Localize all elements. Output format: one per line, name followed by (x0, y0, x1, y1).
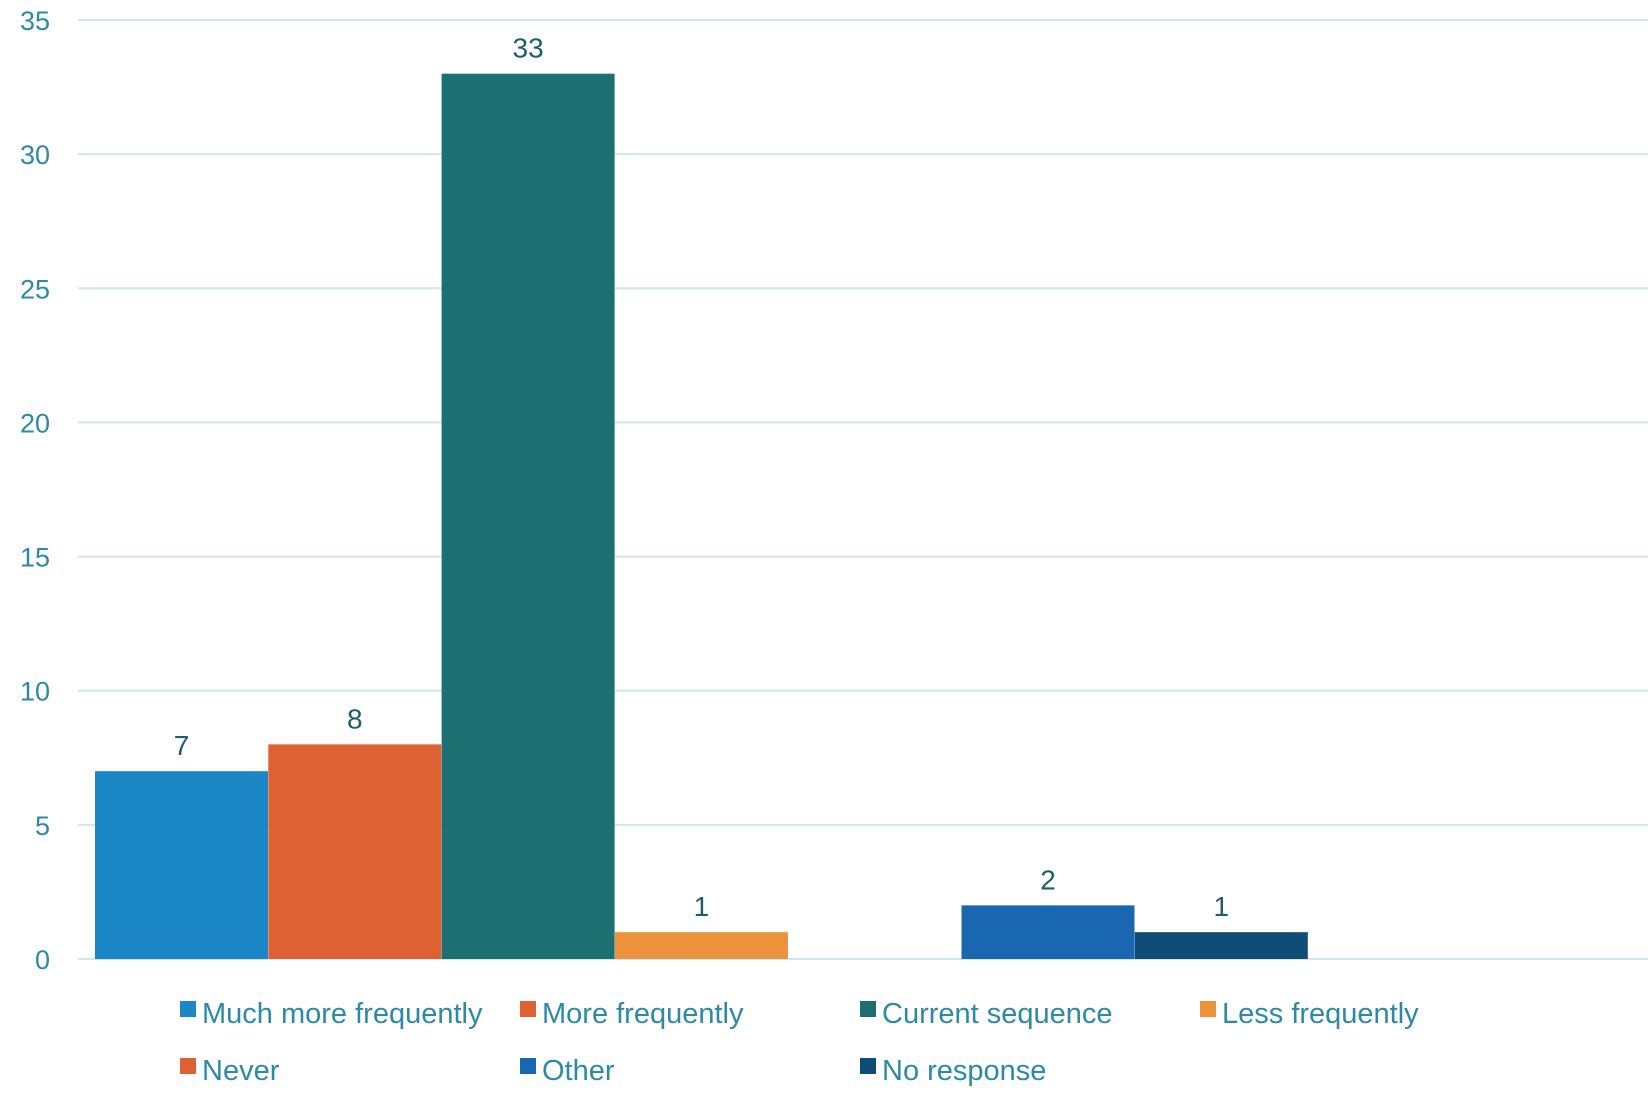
legend-item: More frequently (520, 998, 744, 1030)
legend-label: Other (542, 1055, 615, 1087)
y-tick-label: 20 (20, 408, 50, 438)
legend-label: Much more frequently (202, 998, 483, 1030)
bar-1 (268, 744, 442, 959)
legend-item: Much more frequently (180, 998, 483, 1030)
legend-swatch (1200, 1001, 1216, 1017)
legend-label: Never (202, 1055, 280, 1087)
legend-item: Never (180, 1055, 280, 1087)
bar-0 (95, 771, 268, 959)
y-tick-label: 25 (20, 274, 50, 304)
legend-label: No response (882, 1055, 1046, 1087)
y-tick-label: 5 (35, 811, 50, 841)
legend: Much more frequently More frequently Curre… (180, 998, 1419, 1087)
legend-item: Current sequence (860, 998, 1113, 1030)
legend-item: Less frequently (1200, 998, 1419, 1030)
data-label: 8 (347, 703, 363, 734)
legend-swatch (520, 1058, 536, 1074)
bar-6 (1134, 932, 1308, 959)
legend-swatch (180, 1058, 196, 1074)
data-label: 1 (1214, 891, 1230, 922)
y-tick-label: 35 (20, 6, 50, 36)
legend-item: Other (520, 1055, 615, 1087)
legend-label: Less frequently (1222, 998, 1419, 1030)
legend-swatch (180, 1001, 196, 1017)
bar-2 (441, 73, 615, 959)
data-label: 2 (1040, 864, 1056, 895)
legend-label: Current sequence (882, 998, 1113, 1030)
data-labels: 7 8 33 1 2 1 (174, 33, 1229, 923)
y-tick-label: 10 (20, 677, 50, 707)
legend-swatch (860, 1058, 876, 1074)
legend-label: More frequently (542, 998, 744, 1030)
data-label: 33 (513, 33, 544, 64)
y-tick-label: 30 (20, 140, 50, 170)
y-tick-label: 15 (20, 543, 50, 573)
bar-3 (614, 932, 788, 959)
y-axis-ticks: 0 5 10 15 20 25 30 35 (20, 6, 50, 975)
data-label: 1 (694, 891, 710, 922)
legend-item: No response (860, 1055, 1046, 1087)
y-tick-label: 0 (35, 945, 50, 975)
bar-5 (961, 905, 1135, 959)
legend-swatch (520, 1001, 536, 1017)
bars (95, 73, 1308, 959)
data-label: 7 (174, 730, 190, 761)
legend-swatch (860, 1001, 876, 1017)
